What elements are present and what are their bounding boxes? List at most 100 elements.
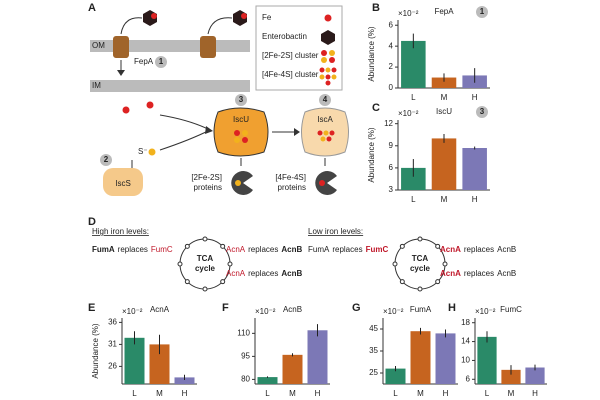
statement-part: AcnB: [497, 245, 516, 254]
y-tick-label: 6: [466, 374, 471, 383]
x-tick-label: H: [182, 389, 188, 398]
x-tick-label: H: [443, 389, 449, 398]
badge: [319, 94, 331, 106]
bar: [282, 354, 303, 384]
statement: AcnA replaces AcnB: [226, 245, 302, 254]
x-tick-label: L: [411, 93, 416, 102]
y-tick-label: 10: [461, 356, 470, 365]
tca-node: [184, 279, 190, 285]
badge-text: 3: [239, 95, 244, 104]
statement-part: AcnA: [226, 245, 246, 254]
statement: FumA replaces FumC: [308, 245, 388, 254]
cluster: [234, 130, 248, 143]
panel-label: A: [88, 2, 96, 14]
legend-icon: [319, 67, 337, 86]
x-tick-label: M: [156, 389, 163, 398]
badge: [476, 6, 488, 18]
badge-text: 4: [323, 95, 328, 104]
sulfur: [148, 148, 156, 156]
x-tick-label: L: [132, 389, 137, 398]
tca-node: [227, 261, 233, 267]
panel-a-diagram: OM IM FepA 1 Fe Enterobactin [2Fe-2S] cl…: [90, 5, 349, 196]
panel-label: B: [372, 2, 380, 14]
y-axis-label: Abundance (%): [367, 26, 376, 81]
statement-part: replaces: [248, 245, 278, 254]
badge-text: 2: [104, 155, 109, 164]
badge: [476, 106, 488, 118]
statement: AcnA replaces AcnB: [440, 245, 516, 254]
y-tick-label: 18: [461, 318, 470, 327]
y-tick-label: 45: [369, 324, 378, 333]
bar: [385, 368, 406, 384]
cycle-label: cycle: [410, 264, 431, 273]
y-tick-label: 9: [389, 141, 394, 150]
x-tick-label: M: [417, 389, 424, 398]
chart-title: AcnA: [150, 305, 170, 314]
x-tick-label: L: [485, 389, 490, 398]
bar: [431, 138, 457, 190]
fe: [146, 101, 154, 109]
tca-node: [399, 279, 405, 285]
arrow-head: [117, 70, 125, 76]
transporter-label: FepA: [134, 57, 154, 66]
panel-label: D: [88, 216, 96, 228]
y-tick-label: 26: [108, 362, 117, 371]
bar: [462, 148, 487, 190]
tca-node: [202, 236, 208, 242]
heading: Low iron levels:: [308, 227, 363, 236]
statement-part: replaces: [464, 269, 494, 278]
x-tick-label: M: [441, 93, 448, 102]
panel-label: E: [88, 302, 95, 314]
inner-membrane: [90, 80, 250, 92]
legend-icon: [324, 14, 332, 22]
statement: FumA replaces FumC: [92, 245, 173, 254]
sulfide-label: S⁻: [138, 147, 148, 156]
x-tick-label: L: [265, 389, 270, 398]
fe: [151, 13, 157, 19]
bar: [431, 77, 457, 88]
y-tick-label: 6: [389, 163, 394, 172]
chart-title: FepA: [434, 7, 454, 16]
node-label: IscA: [317, 115, 333, 124]
bar: [124, 337, 145, 384]
x-tick-label: H: [532, 389, 538, 398]
y-tick-label: 31: [108, 340, 117, 349]
legend-label: [4Fe-4S] cluster: [262, 70, 319, 79]
cycle-label: cycle: [195, 264, 216, 273]
y-axis-label: Abundance (%): [367, 127, 376, 182]
heading: High iron levels:: [92, 227, 149, 236]
chart-title: IscU: [436, 107, 452, 116]
x-tick-label: L: [393, 389, 398, 398]
statement: AcnA replaces AcnB: [226, 269, 302, 278]
membrane-label: OM: [92, 41, 105, 50]
statement-part: replaces: [118, 245, 148, 254]
y-tick-label: 2: [389, 62, 394, 71]
arrow-head: [205, 126, 213, 134]
node-label: IscU: [233, 115, 249, 124]
x-tick-label: M: [441, 195, 448, 204]
protein: [231, 171, 253, 196]
tca-node: [220, 243, 226, 249]
fepa-channel: [200, 36, 216, 58]
statement-part: replaces: [332, 245, 362, 254]
statement-part: FumA: [308, 245, 330, 254]
statement-part: AcnA: [226, 269, 246, 278]
cycle-label: TCA: [197, 254, 214, 263]
product-label: proteins: [278, 183, 306, 192]
scale-label: ×10⁻²: [398, 109, 419, 118]
bar: [257, 377, 278, 384]
statement-part: AcnB: [497, 269, 516, 278]
y-tick-label: 6: [389, 20, 394, 29]
scale-label: ×10⁻²: [398, 9, 419, 18]
badge: [235, 94, 247, 106]
y-tick-label: 12: [384, 119, 393, 128]
bar: [477, 336, 497, 384]
statement-part: FumC: [151, 245, 173, 254]
statement-part: AcnA: [440, 245, 461, 254]
panel-label: G: [352, 302, 361, 314]
tca-node: [442, 261, 448, 267]
bar: [435, 333, 456, 384]
y-tick-label: 35: [369, 346, 378, 355]
legend-label: Fe: [262, 13, 272, 22]
x-tick-label: H: [472, 93, 478, 102]
